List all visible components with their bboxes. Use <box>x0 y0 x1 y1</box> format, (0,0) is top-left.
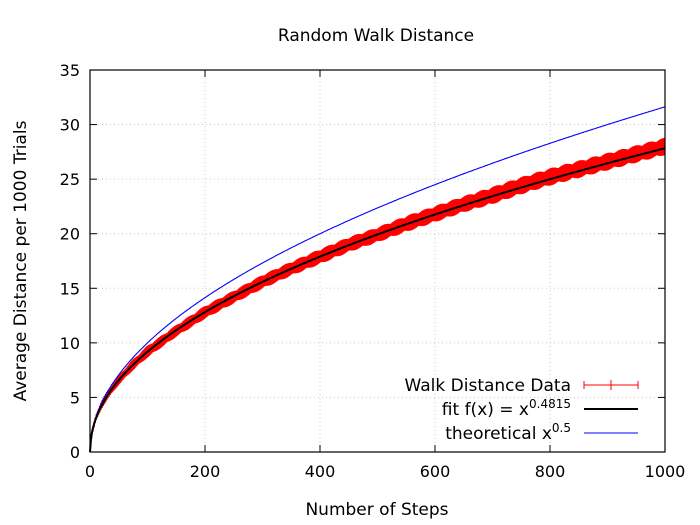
legend-fit-label: fit f(x) = x0.4815 <box>442 397 571 420</box>
y-tick-label: 0 <box>70 443 80 462</box>
y-tick-label: 30 <box>60 116 80 135</box>
chart-title: Random Walk Distance <box>278 26 474 46</box>
axis-ticks: 0 200 400 600 800 1000 0 5 10 15 20 25 30 35 <box>60 61 686 481</box>
plot-frame <box>89 69 666 453</box>
plot-area <box>89 106 666 453</box>
walk-distance-data-point <box>606 160 609 163</box>
y-tick-label: 25 <box>60 170 80 189</box>
x-tick-label: 0 <box>85 462 95 481</box>
walk-distance-data-point <box>577 168 580 171</box>
x-tick-label: 1000 <box>645 462 686 481</box>
fit-curve <box>89 147 666 453</box>
grid <box>90 70 665 452</box>
x-tick-label: 200 <box>190 462 221 481</box>
y-tick-label: 35 <box>60 61 80 80</box>
y-axis-label: Average Distance per 1000 Trials <box>11 120 31 401</box>
x-tick-label: 400 <box>305 462 336 481</box>
legend-walk-data-label: Walk Distance Data <box>405 376 571 396</box>
x-tick-label: 600 <box>420 462 451 481</box>
x-tick-label: 800 <box>535 462 566 481</box>
walk-distance-data-point <box>635 153 638 155</box>
theoretical-curve <box>89 106 666 453</box>
x-axis-label: Number of Steps <box>305 500 448 520</box>
walk-distance-data-point <box>520 184 523 187</box>
y-tick-label: 5 <box>70 388 80 407</box>
y-tick-label: 15 <box>60 279 80 298</box>
walk-distance-data-line <box>90 145 666 444</box>
y-tick-label: 20 <box>60 225 80 244</box>
walk-distance-data-point <box>549 176 551 178</box>
y-tick-label: 10 <box>60 334 80 353</box>
legend-theoretical-label: theoretical x0.5 <box>445 421 571 444</box>
